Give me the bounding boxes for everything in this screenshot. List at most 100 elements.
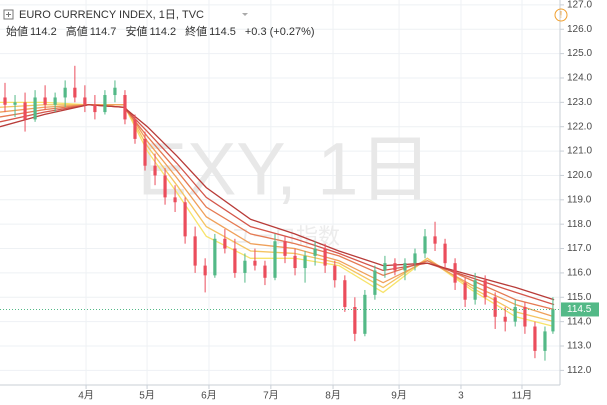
y-tick-label: 125.0 [567,48,592,59]
candle-body [453,263,457,283]
x-tick-label: 4月 [78,390,94,402]
last-value-box [561,302,599,317]
candle-body [333,265,337,281]
change: +0.3 (+0.27%) [245,26,315,38]
chart-title: EURO CURRENCY INDEX, 1日, TVC [19,9,204,21]
ohlc-label: 高値 [66,24,88,38]
candle-body [423,236,427,254]
candle-body [123,95,127,120]
candle-body [551,309,555,332]
candle-body [303,255,307,269]
candle-body [3,97,7,105]
candle-body [153,165,157,176]
candle-body [53,97,57,105]
candle-body [343,280,347,308]
candle-body [393,263,397,271]
y-tick-label: 121.0 [567,146,592,157]
ohlc-value: 114.5 [209,26,236,38]
candle-body [183,202,187,237]
candle-body [203,265,207,276]
ohlc-label: 始値 [6,24,28,38]
candle-body [493,297,497,317]
candle-body [33,97,37,120]
watermark: EXY, 1日 [138,128,433,211]
y-tick-label: 116.0 [567,268,592,279]
candle-body [483,280,487,298]
candle-body [253,260,257,266]
candle-body [443,243,447,264]
candle-body [23,102,27,120]
candle-body [243,260,247,273]
y-tick-label: 124.0 [567,73,592,84]
x-tick-label: 11月 [512,390,532,402]
candle-body [463,282,467,300]
candle-body [143,138,147,166]
y-tick-label: 126.0 [567,24,592,35]
x-tick-label: 3 [458,391,464,402]
dropdown-icon[interactable] [242,13,248,16]
last-value-label: 114.5 [567,304,592,315]
alert-icon: ! [560,9,563,19]
candle-body [363,294,367,334]
x-tick-label: 7月 [263,390,279,402]
candle-body [233,248,237,273]
candle-body [523,307,527,327]
candle-body [43,97,47,105]
candle-body [503,316,507,322]
candle-body [413,253,417,264]
y-tick-label: 113.0 [567,341,592,352]
ohlc-value: 114.2 [149,26,176,38]
candle-body [433,236,437,244]
candle-body [383,263,387,271]
candle-body [273,241,277,278]
candle-body [73,87,77,98]
candle-body [353,307,357,334]
candle-body [223,238,227,249]
candle-body [133,119,137,139]
ohlc-label: 安値 [125,24,147,38]
x-tick-label: 5月 [139,390,155,402]
y-tick-label: 123.0 [567,97,592,108]
y-tick-label: 120.0 [567,170,592,181]
candle-body [533,326,537,351]
candle-body [103,95,107,113]
candle-body [283,241,287,256]
candle-body [93,104,97,113]
candle-body [323,248,327,266]
candle-body [263,265,267,278]
candle-body [543,331,547,351]
y-tick-label: 114.0 [567,316,592,327]
ohlc-value: 114.2 [30,26,57,38]
ohlc-label: 終値 [185,24,207,38]
y-tick-label: 122.0 [567,121,592,132]
candle-body [163,175,167,198]
ohlc-value: 114.7 [90,26,117,38]
y-tick-label: 117.0 [567,243,592,254]
x-tick-label: 8月 [325,390,341,402]
candle-body [403,263,407,271]
candle-body [63,87,67,98]
candle-body [173,197,177,203]
y-tick-label: 118.0 [567,219,592,230]
alert-icon[interactable] [554,8,568,22]
y-tick-label: 119.0 [567,194,592,205]
ma-line [0,104,555,301]
candle-body [213,238,217,276]
expand-icon[interactable] [3,9,14,20]
candle-body [193,236,197,266]
candle-body [513,307,517,322]
candle-body [83,97,87,105]
y-tick-label: 112.0 [567,365,592,376]
y-tick-label: 115.0 [567,292,592,303]
candle-body [313,248,317,256]
candle-body [473,280,477,300]
candle-body [113,87,117,96]
y-tick-label: 127.0 [567,0,592,11]
ma-line [0,104,555,318]
candle-body [373,270,377,295]
candle-body [293,255,297,269]
x-tick-label: 9月 [391,390,407,402]
candle-body [13,102,17,105]
